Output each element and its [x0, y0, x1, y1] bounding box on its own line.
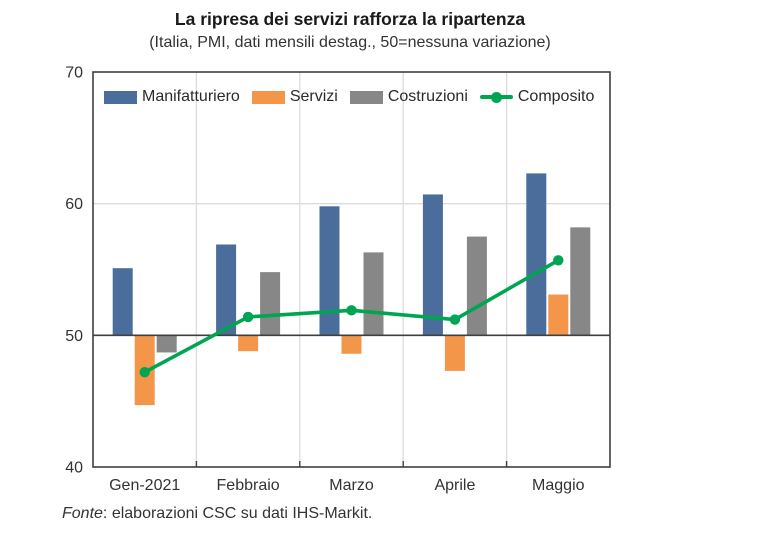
x-axis-label: Aprile — [434, 477, 475, 494]
bar-servizi-Febbraio — [238, 335, 259, 352]
marker-composito-Gen-2021 — [139, 367, 150, 378]
source-note: Fonte: elaborazioni CSC su dati IHS-Mark… — [62, 505, 372, 523]
legend-item-composito: Composito — [479, 88, 595, 106]
bar-manifatturiero-Marzo — [319, 206, 340, 336]
chart-subtitle: (Italia, PMI, dati mensili destag., 50=n… — [149, 34, 551, 51]
bar-costruzioni-Febbraio — [260, 272, 281, 336]
marker-composito-Marzo — [346, 305, 357, 316]
chart-area: 40 50 60 70 Gen-2021 Febbraio Marzo Aprile Maggi… — [0, 58, 768, 508]
marker-composito-Maggio — [553, 255, 564, 266]
x-axis-label: Maggio — [532, 477, 585, 494]
bar-manifatturiero-Febbraio — [216, 244, 237, 336]
marker-composito-Febbraio — [242, 311, 254, 323]
source-text: : elaborazioni CSC su dati IHS-Markit. — [102, 505, 373, 522]
legend-marker-dot-icon — [490, 91, 502, 103]
legend-swatch-icon — [251, 90, 285, 104]
bar-costruzioni-Maggio — [570, 227, 591, 336]
chart-legend: Manifatturiero Servizi Costruzioni Composit… — [104, 88, 594, 106]
marker-composito-Aprile — [449, 314, 461, 325]
legend-item-manifatturiero: Manifatturiero — [104, 88, 240, 106]
legend-label: Manifatturiero — [142, 88, 240, 105]
bar-manifatturiero-Gen-2021 — [112, 268, 133, 336]
bar-costruzioni-Aprile — [466, 236, 487, 336]
y-axis-label: 50 — [65, 328, 83, 345]
bar-manifatturiero-Maggio — [526, 173, 547, 336]
legend-swatch-icon — [104, 90, 137, 104]
legend-label: Composito — [517, 88, 595, 105]
y-axis-label: 60 — [65, 196, 83, 213]
bar-servizi-Marzo — [341, 335, 362, 354]
pmi-bar-line-chart: 40 50 60 70 Gen-2021 Febbraio Marzo Aprile Maggi… — [65, 65, 611, 494]
legend-label: Servizi — [289, 88, 338, 105]
legend-swatch-icon — [349, 90, 383, 104]
legend-item-costruzioni: Costruzioni — [349, 88, 468, 106]
chart-title: La ripresa dei servizi rafforza la ripar… — [174, 9, 526, 29]
y-axis-label: 70 — [65, 65, 83, 82]
x-axis-label: Febbraio — [217, 477, 280, 494]
bar-costruzioni-Marzo — [363, 252, 384, 336]
legend-line-swatch-icon — [479, 91, 513, 103]
line-composito — [142, 258, 561, 375]
bar-servizi-Maggio — [548, 294, 569, 336]
bar-costruzioni-Gen-2021 — [156, 335, 177, 353]
legend-item-servizi: Servizi — [251, 88, 338, 106]
plot-border — [92, 71, 611, 468]
x-axis-label: Marzo — [329, 477, 374, 494]
bar-manifatturiero-Aprile — [422, 194, 443, 336]
legend-label: Costruzioni — [387, 88, 468, 105]
x-axis-label: Gen-2021 — [109, 477, 180, 494]
y-axis-label: 40 — [65, 460, 83, 477]
source-label: Fonte — [62, 505, 103, 522]
bar-servizi-Aprile — [444, 335, 465, 371]
